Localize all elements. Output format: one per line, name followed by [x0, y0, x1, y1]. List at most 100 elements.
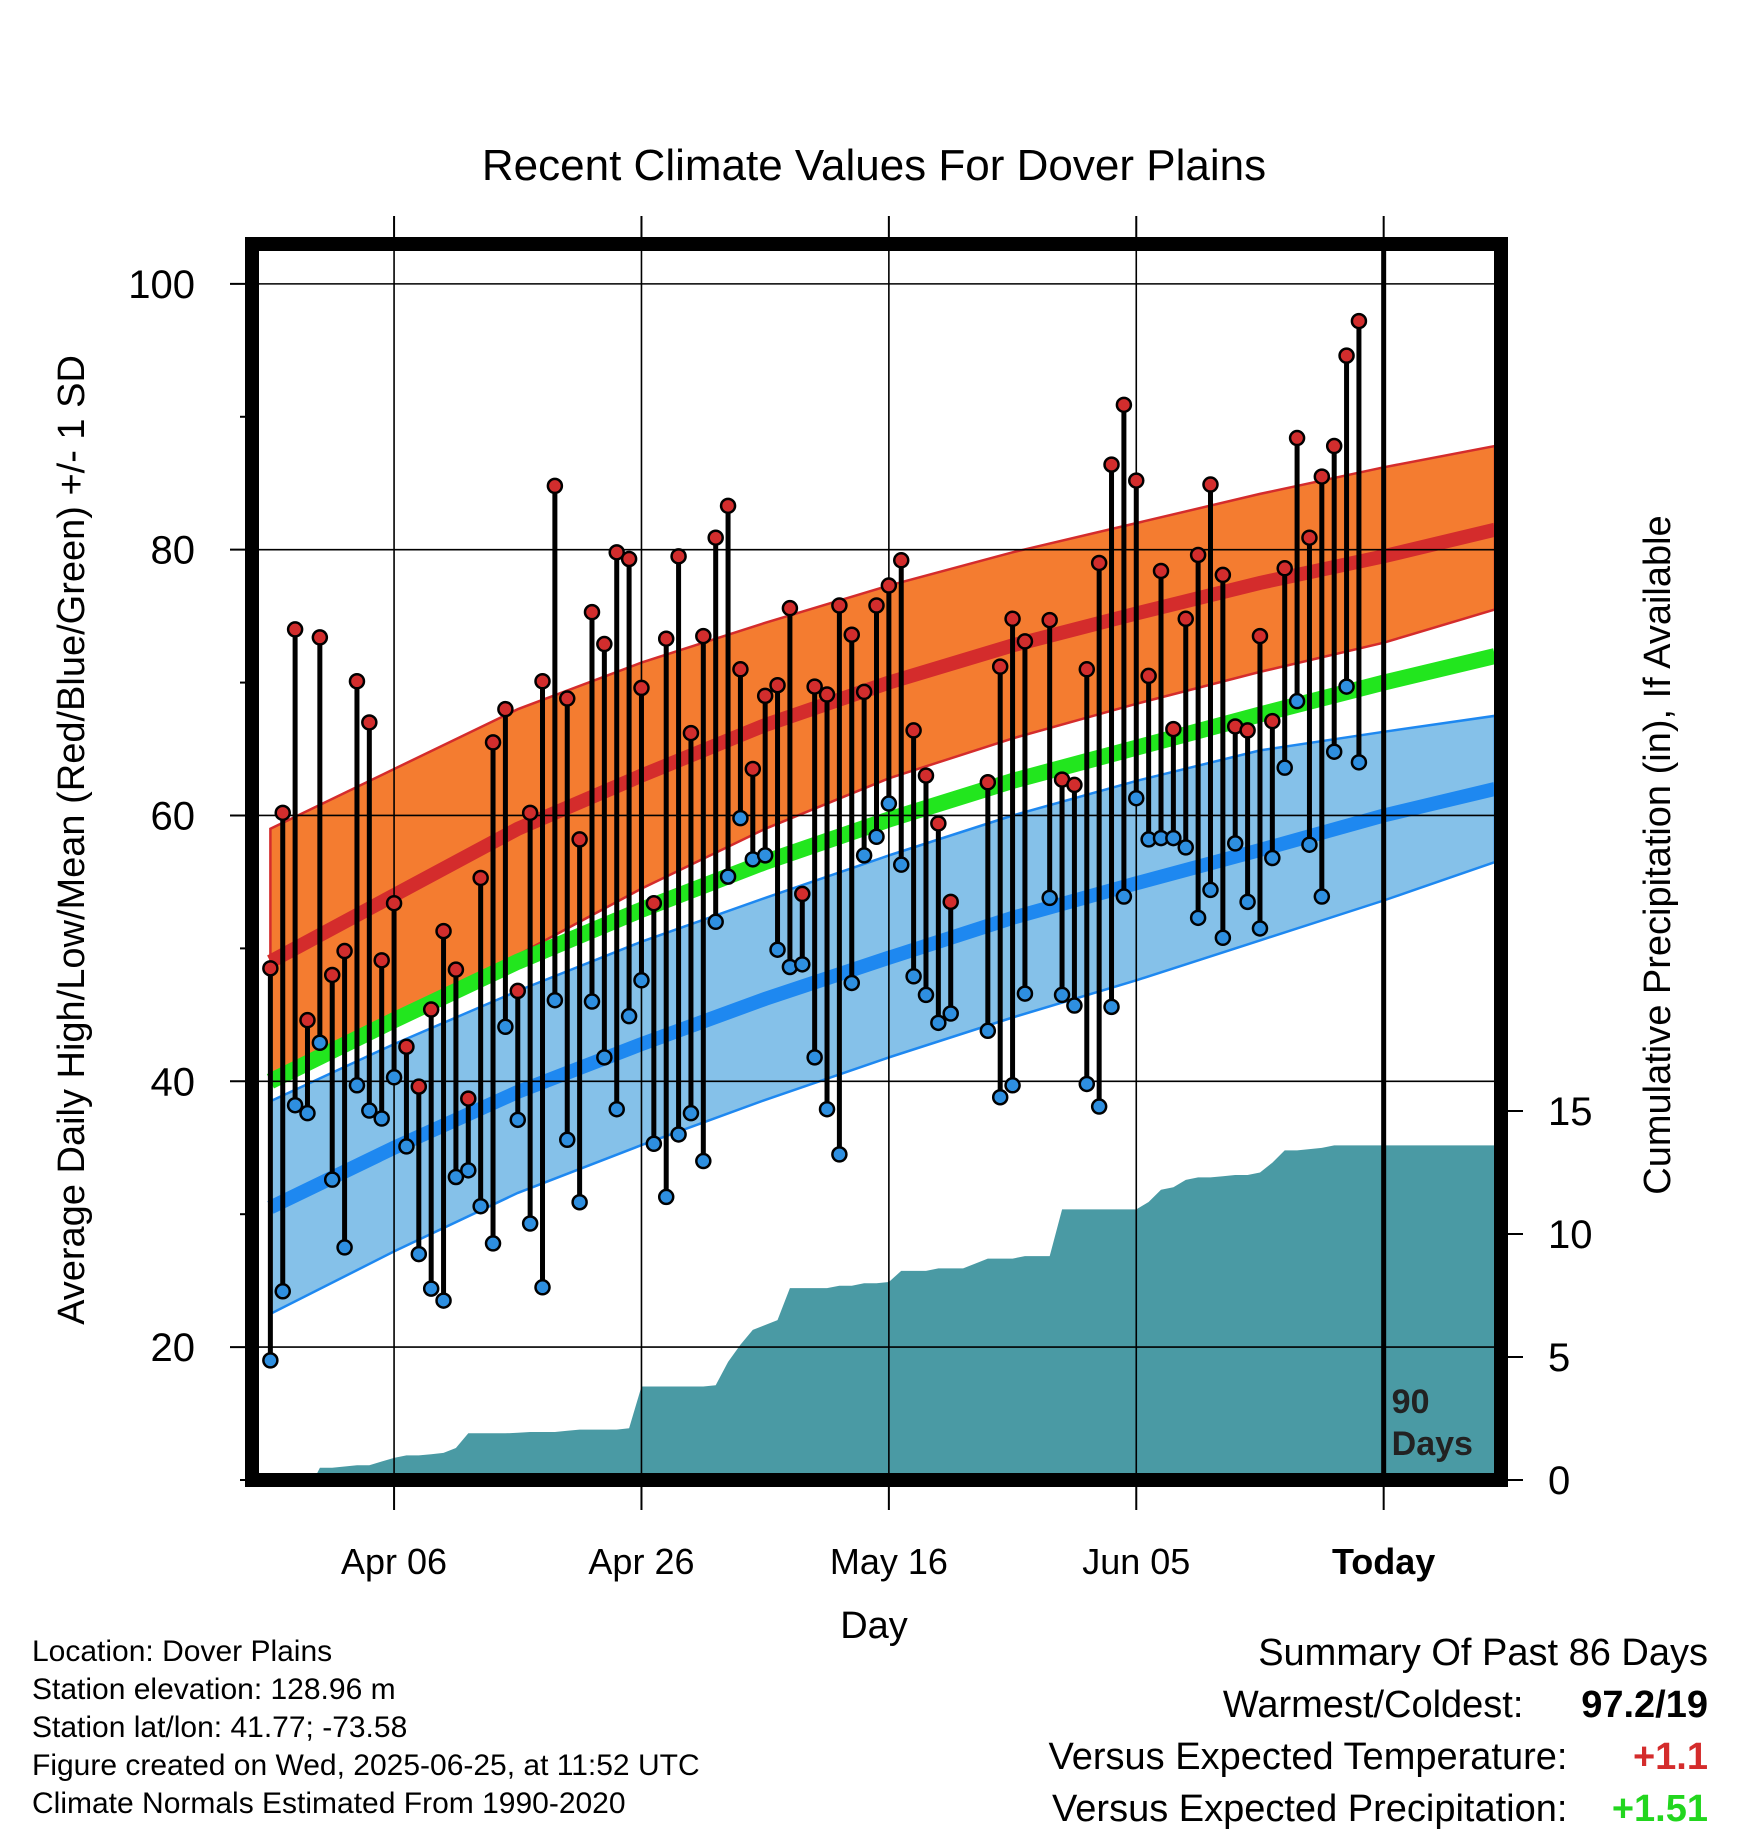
daily-low-point	[1078, 1075, 1096, 1093]
summary-panel: Summary Of Past 86 Days Warmest/Coldest:…	[1049, 1627, 1708, 1835]
daily-low-point	[633, 972, 650, 989]
x-axis-label: Day	[840, 1605, 908, 1647]
daily-low-point	[447, 1168, 465, 1186]
footer-latlon: Station lat/lon: 41.77; -73.58	[32, 1711, 408, 1744]
footer-normals: Climate Normals Estimated From 1990-2020	[32, 1787, 626, 1820]
daily-high-point	[323, 966, 341, 984]
daily-low-point	[707, 913, 724, 931]
daily-high-point	[286, 621, 304, 638]
daily-low-point	[1214, 929, 1232, 947]
daily-low-point	[1041, 889, 1058, 907]
x-tick-label: Apr 06	[341, 1541, 447, 1582]
daily-high-point	[1016, 633, 1034, 650]
daily-high-point	[633, 679, 650, 697]
precip-vs-expected-label: Versus Expected Precipitation:	[1052, 1788, 1568, 1830]
daily-high-point	[831, 597, 848, 614]
daily-low-point	[917, 986, 935, 1004]
daily-high-point	[546, 477, 564, 495]
plot-area	[258, 244, 1495, 1480]
daily-low-point	[818, 1100, 836, 1118]
daily-low-point	[1115, 888, 1133, 905]
daily-high-point	[1276, 560, 1293, 577]
y2-tick-label: 0	[1548, 1459, 1570, 1503]
daily-low-point	[546, 991, 564, 1009]
daily-low-point	[794, 956, 811, 973]
daily-high-point	[1177, 610, 1194, 628]
daily-high-point	[534, 673, 551, 690]
x-tick-label: May 16	[830, 1541, 948, 1582]
daily-high-point	[559, 690, 576, 707]
warmest-coldest-label: Warmest/Coldest:	[1222, 1684, 1524, 1726]
daily-high-point	[695, 627, 712, 645]
daily-high-point	[497, 700, 514, 718]
daily-high-point	[1338, 347, 1355, 364]
daily-high-point	[472, 869, 489, 887]
chart-title: Recent Climate Values For Dover Plains	[482, 141, 1266, 190]
daily-high-point	[410, 1078, 428, 1095]
temp-vs-expected-value: +1.1	[1632, 1736, 1708, 1778]
daily-low-point	[719, 868, 737, 885]
daily-high-point	[1189, 546, 1207, 564]
axes: 90 Days 20 40 60 80 100 0 5 10 15 Apr 06 Apr 26 May 1…	[128, 216, 1593, 1582]
daily-high-point	[892, 552, 910, 569]
daily-high-point	[1165, 720, 1182, 738]
daily-high-point	[769, 676, 786, 694]
daily-low-point	[843, 974, 861, 992]
daily-low-point	[559, 1131, 576, 1149]
daily-high-point	[744, 760, 762, 778]
daily-low-point	[831, 1146, 848, 1163]
daily-high-point	[1041, 611, 1058, 629]
daily-low-point	[756, 847, 774, 864]
daily-low-point	[596, 1049, 613, 1066]
daily-low-point	[1251, 920, 1269, 937]
daily-low-point	[892, 856, 910, 873]
daily-high-point	[311, 629, 329, 646]
daily-high-point	[1264, 712, 1281, 730]
daily-low-point	[1264, 849, 1281, 867]
daily-high-point	[732, 661, 749, 678]
daily-low-point	[274, 1283, 291, 1300]
daily-low-point	[1239, 893, 1256, 911]
daily-low-point	[1177, 839, 1194, 856]
y-axis-label: Average Daily High/Low/Mean (Red/Blue/Gr…	[51, 355, 93, 1325]
daily-high-point	[1152, 562, 1170, 580]
daily-high-point	[422, 1001, 440, 1018]
footer-elevation: Station elevation: 128.96 m	[32, 1673, 396, 1706]
daily-low-point	[682, 1104, 700, 1122]
y2-axis-label: Cumulative Precipitation (in), If Availa…	[1637, 515, 1679, 1194]
daily-high-point	[843, 626, 861, 643]
y-tick-label: 100	[128, 263, 195, 307]
daily-high-point	[373, 952, 390, 969]
daily-high-point	[1090, 554, 1108, 572]
daily-high-point	[1325, 437, 1343, 455]
footer-created: Figure created on Wed, 2025-06-25, at 11…	[32, 1749, 700, 1782]
daily-low-point	[868, 828, 885, 845]
daily-low-point	[1202, 881, 1219, 899]
daily-low-point	[1338, 678, 1355, 695]
daily-high-point	[299, 1011, 316, 1029]
y-tick-label: 60	[151, 794, 196, 838]
daily-high-point	[794, 885, 811, 903]
daily-low-point	[583, 993, 601, 1010]
daily-low-point	[1313, 888, 1331, 905]
daily-low-point	[657, 1188, 675, 1206]
daily-low-point	[620, 1007, 638, 1025]
daily-low-point	[1128, 789, 1145, 807]
daily-low-point	[497, 1018, 514, 1036]
daily-low-point	[855, 847, 873, 864]
daily-low-point	[571, 1193, 588, 1211]
daily-high-point	[1140, 667, 1157, 685]
daily-low-point	[1301, 836, 1318, 853]
daily-low-point	[979, 1022, 997, 1040]
daily-high-point	[1350, 312, 1368, 330]
daily-high-point	[398, 1038, 415, 1055]
daily-low-point	[484, 1235, 502, 1252]
daily-high-point	[460, 1090, 477, 1107]
daily-high-point	[905, 722, 922, 739]
daily-high-point	[1103, 456, 1120, 473]
daily-low-point	[472, 1197, 489, 1215]
daily-high-point	[979, 774, 997, 791]
y-tick-label: 40	[151, 1060, 196, 1104]
summary-warmest-coldest: Warmest/Coldest: 97.2/19	[1049, 1679, 1708, 1731]
footer-location: Location: Dover Plains	[32, 1635, 333, 1668]
